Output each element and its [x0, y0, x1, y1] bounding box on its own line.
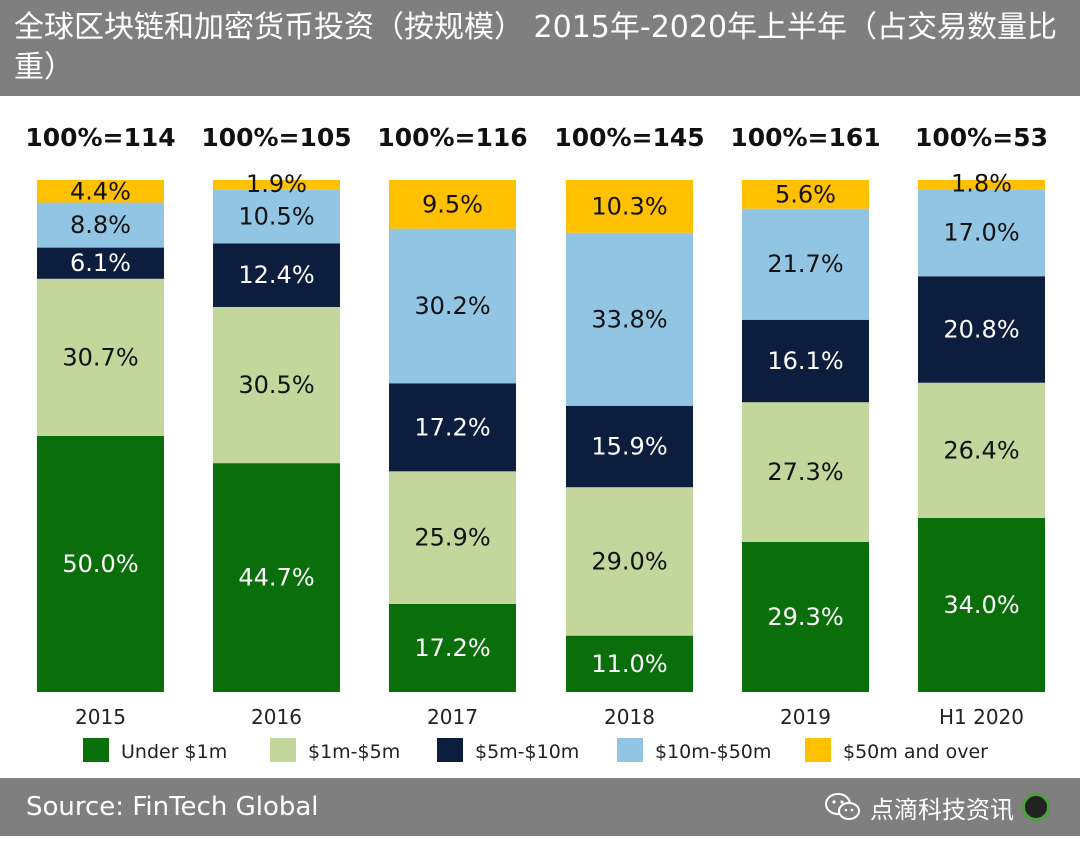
bar-segment: [389, 603, 516, 692]
bar-value-label: 15.9%: [591, 432, 667, 460]
bar-total-label: 100%=161: [730, 123, 880, 152]
bar-value-label: 6.1%: [70, 249, 131, 277]
chart-title: 全球区块链和加密货币投资（按规模） 2015年-2020年上半年（占交易数量比重…: [14, 10, 1058, 85]
bar-value-label: 17.2%: [414, 634, 490, 662]
legend-swatch: [83, 738, 109, 762]
x-tick-label: H1 2020: [939, 705, 1024, 729]
bar-value-label: 30.5%: [238, 371, 314, 399]
bar-value-label: 50.0%: [62, 550, 138, 578]
bar-value-label: 26.4%: [943, 436, 1019, 464]
bar-value-label: 10.3%: [591, 192, 667, 220]
bar-value-label: 29.0%: [591, 547, 667, 575]
legend-label: $50m and over: [843, 741, 988, 763]
x-tick-label: 2019: [780, 705, 831, 729]
bar-segment: [566, 180, 693, 233]
watermark-logo: [1022, 793, 1050, 821]
bar-segment: [213, 243, 340, 307]
bar-segment: [389, 383, 516, 472]
legend-swatch: [805, 738, 831, 762]
bar-total-label: 100%=116: [377, 123, 527, 152]
bar-segment: [742, 180, 869, 209]
x-tick-label: 2017: [427, 705, 478, 729]
source-label: Source: FinTech Global: [26, 792, 319, 822]
legend-label: $10m-$50m: [655, 741, 771, 763]
bar-value-label: 30.7%: [62, 343, 138, 371]
bar-value-label: 10.5%: [238, 203, 314, 231]
bar-segment: [742, 402, 869, 542]
x-tick-label: 2016: [251, 705, 302, 729]
bar-value-label: 29.3%: [767, 603, 843, 631]
bar-value-label: 1.8%: [951, 170, 1012, 198]
bar-segment: [37, 247, 164, 279]
watermark-text: 点滴科技资讯: [870, 795, 1014, 824]
bar-total-label: 100%=114: [25, 123, 175, 152]
bar-segment: [742, 319, 869, 403]
bar-segment: [918, 517, 1045, 692]
bar-segment: [37, 202, 164, 248]
x-tick-label: 2015: [75, 705, 126, 729]
bar-value-label: 44.7%: [238, 564, 314, 592]
bar-value-label: 33.8%: [591, 305, 667, 333]
bar-value-label: 17.2%: [414, 413, 490, 441]
bar-value-label: 11.0%: [591, 650, 667, 678]
legend-swatch: [270, 738, 296, 762]
bar-segment: [918, 180, 1045, 190]
bar-value-label: 20.8%: [943, 316, 1019, 344]
bar-segment: [742, 541, 869, 692]
bar-value-label: 16.1%: [767, 347, 843, 375]
bar-value-label: 12.4%: [238, 261, 314, 289]
bar-value-label: 17.0%: [943, 219, 1019, 247]
bar-segment: [566, 232, 693, 406]
bar-segment: [37, 436, 164, 692]
stacked-bar-chart: 100%=114 50.0% 30.7% 6.1% 8.8% 4.4% 2015 100%=1…: [25, 123, 1048, 763]
bar-segment: [918, 189, 1045, 277]
bar-segment: [389, 471, 516, 604]
bar-segment: [566, 487, 693, 636]
legend-label: $5m-$10m: [475, 741, 579, 763]
bar-value-label: 4.4%: [70, 177, 131, 205]
bar-value-label: 25.9%: [414, 524, 490, 552]
bar-value-label: 21.7%: [767, 250, 843, 278]
bar-segment: [213, 180, 340, 190]
bar-segment: [389, 228, 516, 384]
bar-segment: [566, 405, 693, 488]
legend-swatch: [437, 738, 463, 762]
bar-segment: [918, 382, 1045, 518]
bar-segment: [213, 463, 340, 692]
bar-segment: [918, 276, 1045, 383]
watermark: 点滴科技资讯: [824, 788, 1050, 826]
bar-segment: [213, 306, 340, 464]
bar-segment: [37, 278, 164, 436]
legend-swatch: [617, 738, 643, 762]
wechat-icon: [825, 793, 860, 820]
bar-segment: [213, 189, 340, 244]
bar-total-label: 100%=53: [915, 123, 1048, 152]
bar-value-label: 9.5%: [422, 190, 483, 218]
bar-total-label: 100%=145: [554, 123, 704, 152]
bar-value-label: 8.8%: [70, 211, 131, 239]
title-bar: 全球区块链和加密货币投资（按规模） 2015年-2020年上半年（占交易数量比重…: [0, 0, 1080, 96]
bar-value-label: 5.6%: [775, 180, 836, 208]
bar-value-label: 34.0%: [943, 591, 1019, 619]
x-tick-label: 2018: [604, 705, 655, 729]
source-bar: Source: FinTech Global 点滴科技资讯: [0, 778, 1080, 836]
bar-total-label: 100%=105: [201, 123, 351, 152]
bar-segment: [566, 635, 693, 692]
bar-segment: [389, 180, 516, 229]
bar-segment: [37, 180, 164, 203]
bar-value-label: 30.2%: [414, 292, 490, 320]
legend-label: Under $1m: [121, 741, 227, 763]
bar-value-label: 27.3%: [767, 458, 843, 486]
bar-segment: [742, 208, 869, 320]
bar-value-label: 1.9%: [246, 170, 307, 198]
legend-label: $1m-$5m: [308, 741, 400, 763]
